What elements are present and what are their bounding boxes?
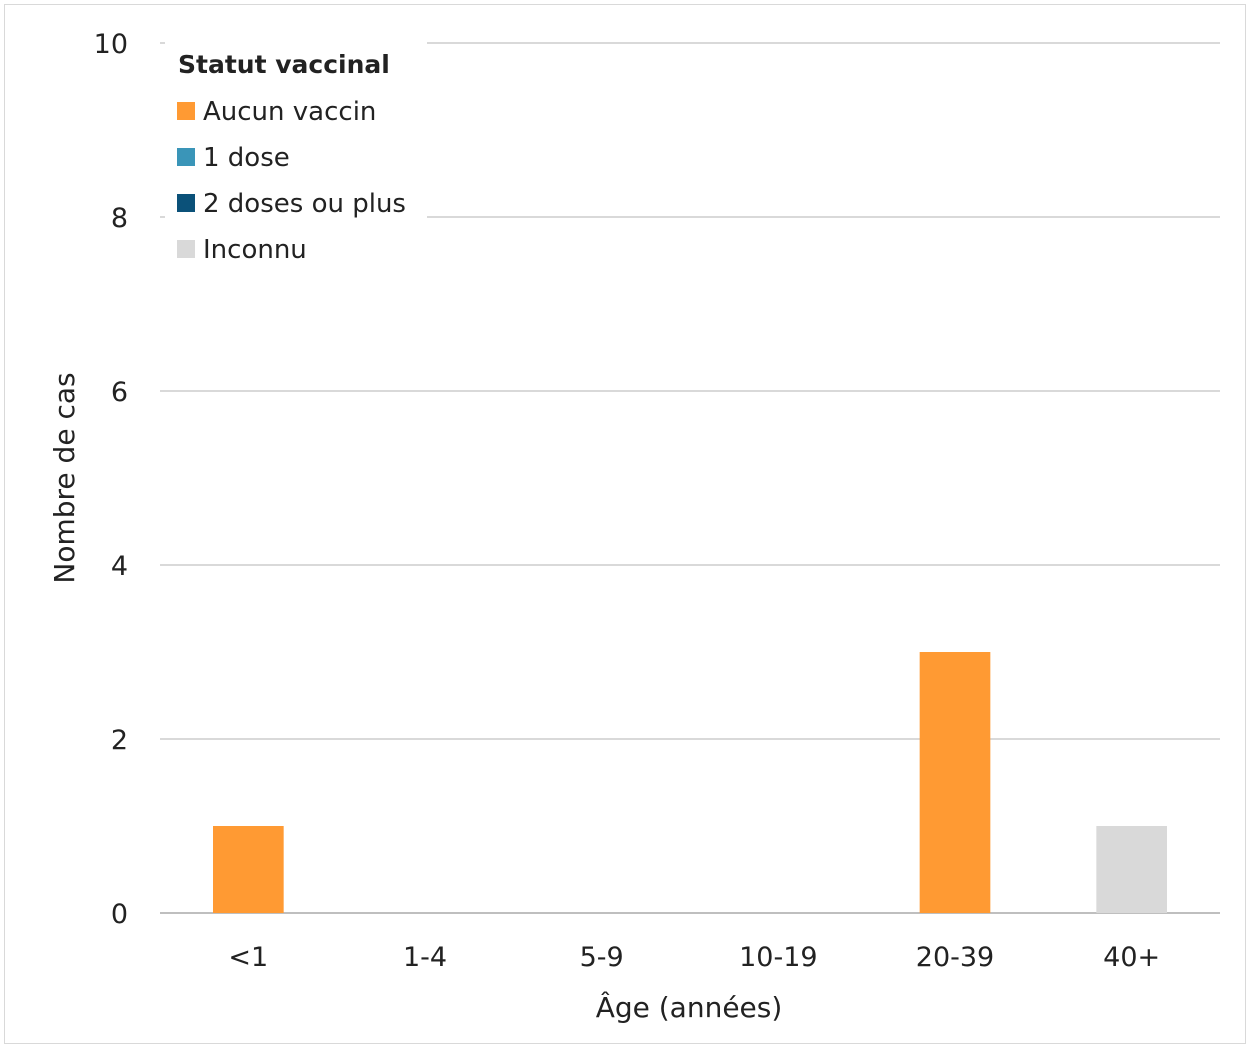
y-tick-label: 8 [111,203,128,234]
x-tick-labels: <1 1-4 5-9 10-19 20-39 40+ [228,942,1160,973]
chart-frame [4,4,1246,1044]
y-tick-label: 2 [111,725,128,756]
legend-swatch [177,194,195,212]
x-tick-label: 20-39 [916,942,994,973]
legend-swatch [177,102,195,120]
legend: Statut vaccinal Aucun vaccin 1 dose 2 dose… [165,32,427,270]
legend-items: Aucun vaccin 1 dose 2 doses ou plus Inconnu [177,97,406,265]
legend-label: Inconnu [203,235,307,265]
x-tick-label: 10-19 [739,942,817,973]
x-tick-label: 5-9 [580,942,624,973]
y-axis-title: Nombre de cas [48,372,81,583]
legend-title: Statut vaccinal [178,50,390,79]
x-axis-title: Âge (années) [596,990,783,1024]
bar [1096,826,1167,913]
y-tick-labels: 0 2 4 6 8 10 [94,29,128,930]
y-tick-label: 6 [111,377,128,408]
y-tick-label: 0 [111,899,128,930]
x-tick-label: 40+ [1103,942,1160,973]
legend-label: Aucun vaccin [203,97,376,127]
bar [919,652,991,913]
y-tick-label: 4 [111,551,128,582]
bars [213,652,1167,913]
legend-label: 1 dose [203,143,290,173]
bar [213,826,284,913]
y-tick-label: 10 [94,29,128,60]
legend-swatch [177,240,195,258]
legend-swatch [177,148,195,166]
x-tick-label: <1 [228,942,268,973]
legend-label: 2 doses ou plus [203,189,406,219]
x-tick-label: 1-4 [403,942,447,973]
legend-background [165,32,427,270]
